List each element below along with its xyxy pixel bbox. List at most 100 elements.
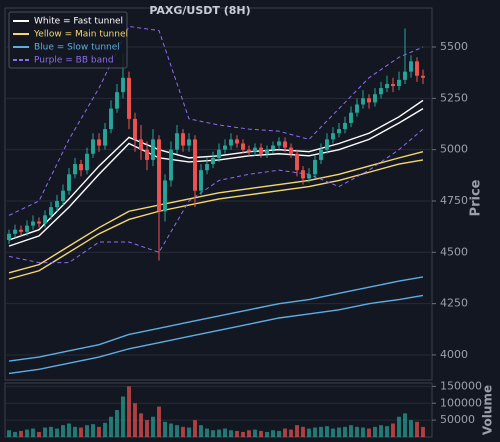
volume-bar <box>331 428 335 437</box>
volume-bar <box>13 431 17 437</box>
volume-bar <box>367 428 371 437</box>
candle-body <box>373 94 377 103</box>
volume-bar <box>283 428 287 437</box>
candle-body <box>349 112 353 123</box>
tunnel-line <box>8 25 424 216</box>
volume-bar <box>229 430 233 437</box>
volume-bar <box>181 426 185 437</box>
candle-body <box>25 225 29 232</box>
candle-body <box>13 229 17 234</box>
candle-body <box>343 122 347 130</box>
candle-body <box>205 164 209 171</box>
candle-body <box>331 133 335 140</box>
candle-body <box>193 139 197 191</box>
volume-bar <box>325 426 329 437</box>
candle-body <box>301 170 305 179</box>
candle-body <box>223 145 227 150</box>
candle-body <box>313 159 317 175</box>
candle-body <box>151 139 155 160</box>
volume-bar <box>193 420 197 437</box>
candle-body <box>115 92 119 109</box>
volume-bar <box>187 427 191 437</box>
volume-bar <box>247 430 251 437</box>
volume-bar <box>163 421 167 437</box>
candle-body <box>37 221 41 224</box>
volume-bar <box>391 423 395 437</box>
chart-title: PAXG/USDT (8H) <box>149 4 250 17</box>
candle-body <box>49 207 53 216</box>
volume-bar <box>319 426 323 437</box>
candle-body <box>139 139 143 150</box>
volume-bar <box>397 416 401 437</box>
price-frame <box>4 7 433 381</box>
candle-body <box>259 147 263 154</box>
candle-body <box>109 108 113 130</box>
candle-body <box>355 104 359 113</box>
volume-bar <box>415 421 419 437</box>
candle-body <box>319 149 323 160</box>
y-tick-label: 4250 <box>440 297 468 310</box>
volume-bar <box>211 430 215 437</box>
volume-bar <box>19 430 23 437</box>
volume-bar <box>7 430 11 437</box>
tunnel-line <box>8 151 424 274</box>
volume-bar <box>157 406 161 437</box>
volume-bar <box>289 429 293 437</box>
volume-bar <box>73 426 77 437</box>
y-tick-label: 5500 <box>440 40 468 53</box>
volume-bar <box>97 426 101 437</box>
volume-bar <box>175 425 179 437</box>
volume-bar <box>295 425 299 437</box>
volume-bar <box>277 430 281 437</box>
volume-bar <box>343 426 347 437</box>
candle-body <box>289 147 293 154</box>
volume-bar <box>79 427 83 437</box>
candle-body <box>361 98 365 105</box>
volume-bar <box>265 431 269 437</box>
volume-bar <box>121 396 125 437</box>
volume-bar <box>217 429 221 437</box>
candle-body <box>409 61 413 72</box>
volume-bar <box>37 431 41 437</box>
volume-bar <box>67 423 71 437</box>
tunnel-line <box>8 159 424 280</box>
candle-body <box>175 133 179 150</box>
legend-label: Blue = Slow tunnel <box>34 43 120 53</box>
tunnel-line <box>8 294 424 375</box>
candle-body <box>367 98 371 103</box>
candle-body <box>157 139 161 212</box>
volume-bar <box>313 427 317 437</box>
candle-body <box>19 229 23 232</box>
legend-label: Yellow = Main tunnel <box>33 30 128 40</box>
candle-body <box>325 139 329 150</box>
candle-body <box>97 139 101 146</box>
volume-bar <box>109 416 113 437</box>
candle-body <box>181 133 185 146</box>
candle-body <box>217 149 221 158</box>
candle-body <box>43 215 47 224</box>
volume-bar <box>169 423 173 437</box>
volume-bar <box>403 413 407 437</box>
candle-body <box>253 147 257 152</box>
candle-body <box>211 157 215 165</box>
volume-bar <box>61 425 65 437</box>
volume-bar <box>85 425 89 437</box>
volume-bar <box>25 429 29 437</box>
volume-bar <box>31 428 35 437</box>
volume-tick-label: 150000 <box>440 379 482 392</box>
volume-bar <box>361 427 365 437</box>
volume-bar <box>253 429 257 437</box>
volume-bar <box>205 428 209 437</box>
candle-body <box>61 190 65 201</box>
candle-body <box>379 88 383 95</box>
volume-bar <box>259 430 263 437</box>
volume-bar <box>223 428 227 437</box>
volume-bar <box>91 424 95 437</box>
candle-body <box>277 141 281 146</box>
candle-body <box>271 145 275 150</box>
volume-bar <box>421 426 425 437</box>
volume-axis-label: Volume <box>481 385 495 435</box>
candle-body <box>85 153 89 171</box>
candle-body <box>145 149 149 160</box>
